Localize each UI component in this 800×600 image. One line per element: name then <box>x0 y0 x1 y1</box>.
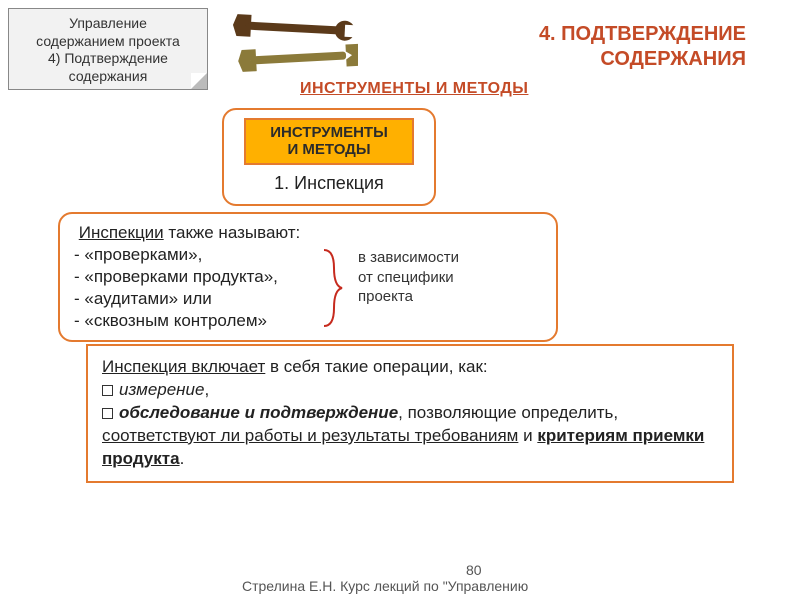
note-line: содержания <box>13 68 203 86</box>
bullet-end: . <box>180 449 185 468</box>
aliases-lead-after: также называют: <box>164 223 301 242</box>
note-line: содержанием проекта <box>13 33 203 51</box>
methods-label-line: И МЕТОДЫ <box>248 141 410 158</box>
includes-lead-word: Инспекция включает <box>102 357 265 376</box>
slide-title: 4. ПОДТВЕРЖДЕНИЕ СОДЕРЖАНИЯ <box>539 22 746 72</box>
bullet-icon <box>102 385 113 396</box>
bullet-icon <box>102 408 113 419</box>
bullet-underline: соответствуют ли работы и результаты тре… <box>102 426 518 445</box>
aliases-lead-word: Инспекции <box>79 223 164 242</box>
title-line: 4. ПОДТВЕРЖДЕНИЕ <box>539 22 746 47</box>
includes-box: Инспекция включает в себя такие операции… <box>86 344 734 483</box>
bullet-text: измерение <box>119 380 204 399</box>
methods-label: ИНСТРУМЕНТЫ И МЕТОДЫ <box>244 118 414 165</box>
includes-lead-after: в себя такие операции, как: <box>265 357 487 376</box>
depends-note: в зависимости от специфики проекта <box>358 248 518 307</box>
depends-line: от специфики <box>358 268 518 288</box>
topic-note-box: Управление содержанием проекта 4) Подтве… <box>8 8 208 90</box>
title-line: СОДЕРЖАНИЯ <box>539 47 746 72</box>
slide-footer: Стрелина Е.Н. Курс лекций по "Управлению <box>242 578 602 594</box>
note-line: 4) Подтверждение <box>13 50 203 68</box>
slide-subtitle: ИНСТРУМЕНТЫ И МЕТОДЫ <box>300 80 528 98</box>
bullet-after: , <box>204 380 209 399</box>
bullet-mid: и <box>518 426 537 445</box>
depends-line: проекта <box>358 287 518 307</box>
note-line: Управление <box>13 15 203 33</box>
wrench-icon <box>228 8 358 78</box>
bullet-text: обследование и подтверждение <box>119 403 398 422</box>
includes-bullet: измерение, <box>102 379 718 402</box>
depends-line: в зависимости <box>358 248 518 268</box>
includes-bullet: обследование и подтверждение, позволяющи… <box>102 402 718 471</box>
curly-bracket-icon <box>320 248 344 328</box>
note-fold-icon <box>191 73 207 89</box>
method-item: 1. Инспекция <box>224 171 434 194</box>
includes-lead: Инспекция включает в себя такие операции… <box>102 356 718 379</box>
methods-box: ИНСТРУМЕНТЫ И МЕТОДЫ 1. Инспекция <box>222 108 436 206</box>
page-number: 80 <box>466 562 482 578</box>
methods-label-line: ИНСТРУМЕНТЫ <box>248 124 410 141</box>
bullet-after: , позволяющие определить, <box>398 403 618 422</box>
wrench-illustration <box>228 8 358 78</box>
aliases-lead: Инспекции также называют: <box>74 222 542 244</box>
alias-item: - «сквозным контролем» <box>74 310 542 332</box>
